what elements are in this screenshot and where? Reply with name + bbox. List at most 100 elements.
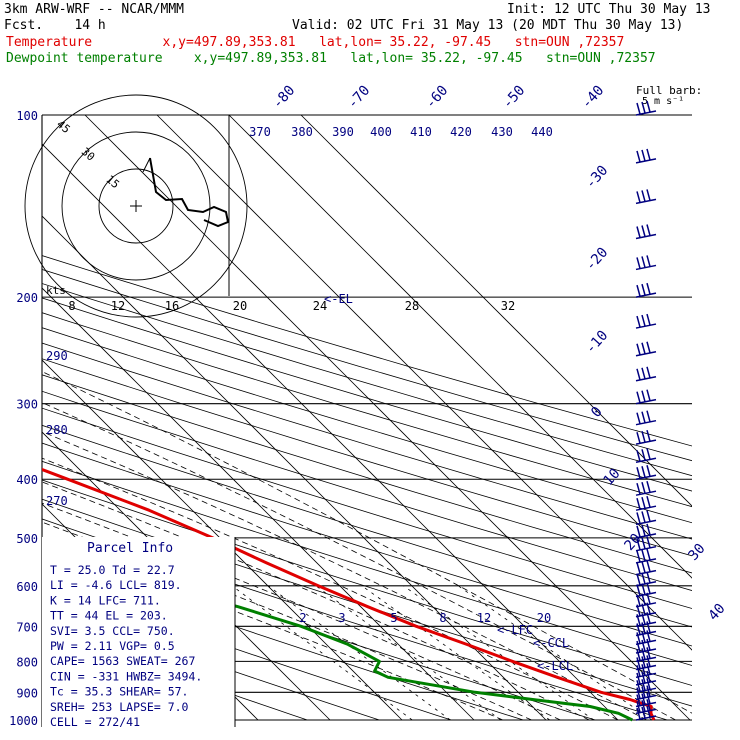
- wind-barb-flag: [636, 150, 641, 163]
- wind-barb-flag: [636, 657, 641, 669]
- wind-barb-flag: [636, 562, 641, 574]
- level-marker-label: <-EL: [324, 292, 353, 306]
- wind-barb-flag: [641, 411, 646, 423]
- wind-barb-flag: [641, 390, 646, 402]
- wind-barb-flag: [646, 495, 651, 508]
- wind-barb-flag: [641, 679, 646, 691]
- wind-barb-flag: [646, 582, 651, 594]
- isotherm-line: [228, 115, 692, 579]
- wind-barb-flag: [641, 700, 646, 712]
- wind-barb-flag: [646, 536, 651, 548]
- wind-barb-flag: [641, 511, 646, 523]
- hodograph-center-icon: [130, 200, 142, 212]
- pressure-tick-label: 900: [16, 686, 38, 700]
- hodograph-ring: [61, 131, 211, 281]
- wind-barb: [635, 480, 657, 496]
- wind-barb: [635, 560, 657, 576]
- wind-barb-flag: [641, 496, 646, 509]
- wind-barb-flag: [636, 687, 641, 699]
- wind-barb-staff: [635, 569, 657, 576]
- wind-barb-flag: [636, 482, 641, 495]
- moist-adiabat: [42, 371, 692, 714]
- wind-barb-staff: [635, 708, 657, 715]
- dry-adiabat: [42, 407, 692, 609]
- wind-barb-flag: [636, 701, 641, 713]
- dry-adiabat: [42, 424, 692, 628]
- wind-barb-flag: [646, 148, 651, 161]
- init-time: Init: 12 UTC Thu 30 May 13: [507, 2, 711, 17]
- wind-barb-flag: [646, 189, 651, 201]
- wind-barb-flag: [641, 561, 646, 573]
- wind-barb-flag: [641, 648, 646, 660]
- wind-barb-flag: [636, 226, 641, 238]
- dry-adiabat: [42, 603, 380, 721]
- hodograph-ring: [98, 168, 174, 244]
- wind-barb-flag: [641, 572, 646, 584]
- dry-adiabat: [42, 297, 692, 492]
- theta-label: 410: [410, 125, 432, 139]
- parcel-info-row: CAPE= 1563 SWEAT= 267: [50, 654, 195, 668]
- wind-barb-flag: [646, 699, 651, 711]
- parcel-info-row: TT = 44 EL = 203.: [50, 609, 168, 623]
- wind-barb: [635, 189, 657, 205]
- pressure-tick-label: 600: [16, 580, 38, 594]
- wind-barb-staff: [635, 158, 657, 164]
- dry-adiabat: [42, 374, 692, 574]
- wind-barb-flag: [646, 685, 651, 697]
- dry-adiabat: [42, 312, 692, 508]
- wind-barb-flag: [636, 412, 641, 424]
- isotherm-label: 40: [705, 601, 728, 624]
- wind-barb-flag: [641, 149, 646, 162]
- wind-barb-flag: [636, 315, 641, 328]
- mixing-ratio-label: 8: [439, 611, 446, 625]
- wind-barb-flag: [646, 647, 651, 659]
- wind-barb-staff: [635, 457, 657, 464]
- wind-barb-staff: [635, 292, 657, 298]
- wind-barb-staff: [635, 639, 657, 646]
- hodograph-speed-tick: 24: [313, 299, 327, 313]
- hodograph-trace-tail: [142, 157, 151, 173]
- temperature-legend: Temperature x,y=497.89,353.81 lat,lon= 3…: [6, 35, 625, 50]
- wind-barb-flag: [636, 257, 641, 269]
- wind-barb: [635, 448, 657, 464]
- wind-barb-flag: [646, 410, 651, 422]
- hodograph-speed-tick: 32: [501, 299, 515, 313]
- wind-barb-flag: [646, 560, 651, 572]
- wind-barb-staff: [635, 233, 657, 240]
- isotherm-line: [300, 115, 692, 507]
- hodograph-trace: [149, 157, 230, 228]
- wind-barb-staff: [635, 558, 657, 564]
- wind-barb-flag: [646, 224, 651, 236]
- wind-barb: [635, 410, 657, 426]
- parcel-info-row: CIN = -331 HWBZ= 3494.: [50, 669, 202, 683]
- wind-barb: [635, 663, 657, 679]
- isotherm-line: [42, 143, 619, 721]
- wind-barb-flag: [646, 678, 651, 690]
- theta-label: 400: [370, 125, 392, 139]
- isotherm-line: [42, 287, 475, 721]
- wind-barb: [635, 341, 657, 357]
- wind-barb-staff: [635, 602, 657, 608]
- wind-barb-flag: [636, 672, 641, 685]
- moist-adiabat: [42, 502, 561, 721]
- pressure-tick-label: 400: [16, 473, 38, 487]
- wind-barb-flag: [636, 640, 641, 653]
- wind-barb: [635, 582, 657, 598]
- dry-adiabat: [42, 479, 692, 686]
- wind-barb-flag: [636, 573, 641, 585]
- wind-barb: [635, 282, 657, 298]
- wind-barb-flag: [646, 655, 651, 667]
- wind-barb-flag: [641, 686, 646, 698]
- wind-barb-flag: [641, 549, 646, 562]
- wind-barb: [635, 429, 657, 445]
- isotherm-line: [42, 215, 547, 721]
- theta-label: 430: [491, 125, 513, 139]
- wind-barb-staff: [635, 715, 657, 721]
- dry-adiabat: [42, 390, 692, 591]
- wind-barb: [635, 678, 657, 694]
- wind-barb-staff: [635, 533, 657, 539]
- model-title: 3km ARW-WRF -- NCAR/MMM: [4, 2, 185, 17]
- hodograph-speed-tick: 28: [405, 299, 419, 313]
- wind-barb-flag: [641, 671, 646, 684]
